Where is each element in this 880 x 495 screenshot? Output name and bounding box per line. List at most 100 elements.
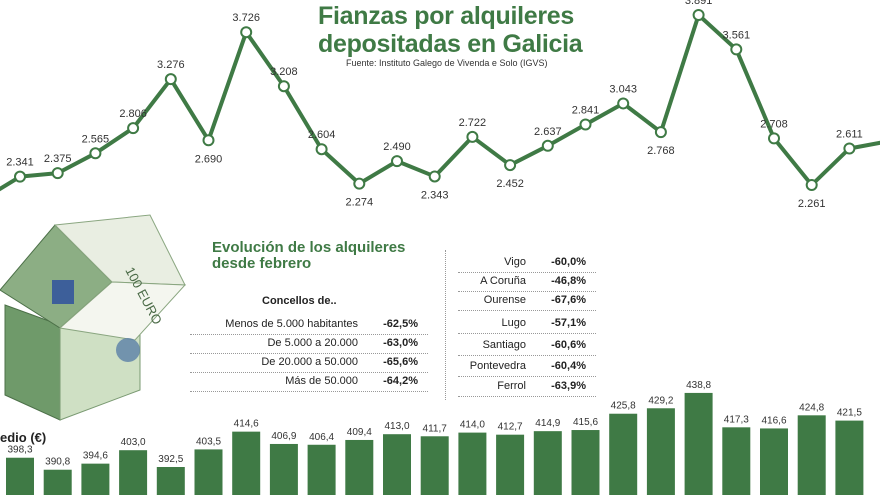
city-value: -60,0% [551,256,586,268]
bar [383,434,411,495]
line-point [89,147,102,160]
city-row: Santiago -60,6% [458,336,596,356]
bar [307,444,336,495]
line-point [428,170,441,183]
bar [684,392,713,495]
bar-value-label: 412,7 [498,422,523,433]
line-value-label: 2.708 [760,118,788,130]
city-row: Ferrol -63,9% [458,377,596,397]
bar [458,432,487,495]
bar-value-label: 403,0 [121,437,146,448]
concellos-name: Menos de 5.000 habitantes [225,318,358,330]
bar [269,443,298,495]
city-value: -57,1% [551,317,586,329]
line-value-label: 2.806 [119,108,147,120]
city-value: -63,9% [551,380,586,392]
line-value-label: 2.611 [836,128,863,140]
bar-value-label: 413,0 [384,421,409,432]
chart-source: Fuente: Instituto Galego de Vivenda e So… [346,58,548,68]
bar [797,415,826,495]
bar [835,420,864,495]
line-value-label: 2.343 [421,189,449,201]
bar-value-label: 409,4 [347,427,372,438]
line-point [14,170,26,183]
line-value-label: 2.722 [459,117,487,129]
bar [6,457,34,495]
bar-value-label: 411,7 [423,423,448,434]
concellos-row: Menos de 5.000 habitantes -62,5% [190,315,428,335]
city-name: Lugo [501,317,526,329]
bar [156,467,185,495]
bar [533,431,562,495]
bar-value-label: 438,8 [686,380,711,391]
bar-value-label: 421,5 [837,408,862,419]
city-name: Vigo [504,256,526,268]
line-point [353,177,366,190]
bar-value-label: 414,0 [460,420,485,431]
concellos-header: Concellos de.. [262,295,337,307]
line-value-label: 2.261 [798,198,826,210]
concellos-row: De 5.000 a 20.000 -63,0% [190,334,428,354]
bar [609,413,638,495]
line-point [692,9,705,21]
bar-value-label: 390,8 [45,457,70,468]
city-name: Pontevedra [469,360,526,372]
line-value-label: 2.841 [572,105,600,117]
line-point [240,26,253,39]
bar-axis-label: edio (€) [0,430,47,445]
line-value-label: 2.490 [383,141,411,153]
line-point [504,159,517,172]
bar-value-label: 416,6 [761,415,786,426]
line-value-label: 3.891 [685,0,713,7]
bar [646,408,675,495]
line-point [654,126,667,139]
concellos-value: -63,0% [383,337,418,349]
line-value-label: 3.561 [723,29,751,41]
city-row: A Coruña -46,8% [458,272,596,292]
line-value-label: 2.375 [44,153,72,165]
city-name: Santiago [482,339,526,351]
bar [345,439,374,495]
bar-value-label: 417,3 [724,414,749,425]
table-title-line-2: desde febrero [212,255,312,272]
bar-value-label: 414,9 [535,418,560,429]
concellos-row: De 20.000 a 50.000 -65,6% [190,353,428,373]
line-value-label: 2.565 [82,133,110,145]
city-name: A Coruña [480,275,526,287]
line-point [805,179,818,191]
concellos-row: Más de 50.000 -64,2% [190,372,428,392]
bar [760,428,788,495]
title-line-1: Fianzas por alquileres [318,2,574,30]
concellos-name: Más de 50.000 [285,375,358,387]
bar-value-label: 398,3 [7,445,32,456]
line-value-label: 2.452 [496,178,524,190]
line-point [202,134,215,147]
city-value: -60,6% [551,339,586,351]
concellos-value: -62,5% [383,318,418,330]
line-point [315,143,328,156]
bar [496,434,525,495]
bar [81,463,110,495]
line-point [466,130,479,143]
line-point [51,167,64,180]
bar [232,431,261,495]
concellos-value: -65,6% [383,356,418,368]
line-point [164,73,177,86]
bar [722,427,751,495]
bar-value-label: 415,6 [573,417,598,428]
bar-value-label: 429,2 [648,395,673,406]
bar [571,430,600,495]
line-point [391,155,403,168]
line-point [730,43,743,56]
line-value-label: 3.208 [270,66,298,78]
city-value: -60,4% [551,360,586,372]
city-name: Ferrol [497,380,526,392]
line-point [843,142,856,155]
line-value-label: 3.043 [609,83,637,95]
bar-value-label: 424,8 [799,402,824,413]
euro-house-illustration: 100 EURO [0,210,190,430]
line-point [541,139,554,152]
bar-series: 398,3 390,8 394,6 403,0 392,5 403,5 414,6 406,9… [6,380,864,495]
bar [194,449,223,495]
